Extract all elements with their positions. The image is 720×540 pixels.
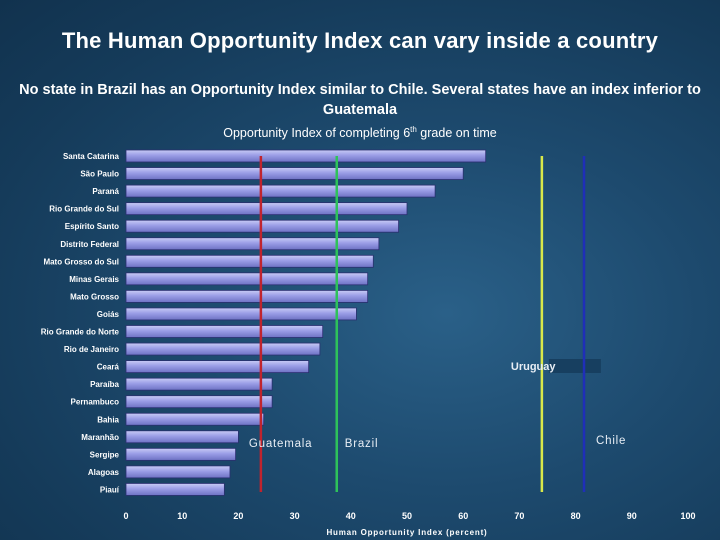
- x-tick-label: 80: [571, 511, 581, 521]
- bar: [125, 483, 225, 496]
- bar: [125, 167, 464, 180]
- x-tick-label: 90: [627, 511, 637, 521]
- tick-labels-group: 0 10 20 30 40 50 60 70 80 90 100: [123, 511, 695, 521]
- x-tick-label: 60: [458, 511, 468, 521]
- bar: [125, 202, 408, 216]
- x-tick-label: 100: [680, 511, 695, 521]
- reference-line-label: Guatemala: [249, 438, 312, 450]
- x-tick-label: 70: [514, 511, 524, 521]
- category-label: Sergipe: [90, 450, 120, 459]
- category-label: Rio de Janeiro: [64, 345, 119, 354]
- bar: [125, 184, 436, 198]
- category-label: Goiás: [97, 310, 120, 319]
- bar: [125, 465, 231, 479]
- category-label: São Paulo: [80, 170, 119, 179]
- category-label: Paraná: [92, 187, 119, 196]
- category-label: Ceará: [97, 363, 120, 372]
- bar: [125, 149, 487, 163]
- category-label: Rio Grande do Norte: [41, 328, 120, 337]
- category-label: Maranhão: [81, 433, 119, 442]
- category-label: Distrito Federal: [60, 240, 119, 249]
- category-label: Mato Grosso: [70, 292, 119, 301]
- category-label: Espírito Santo: [65, 222, 119, 231]
- bar: [125, 289, 369, 303]
- slide-title: The Human Opportunity Index can vary ins…: [61, 28, 659, 53]
- bars-group: [125, 149, 487, 496]
- category-label: Bahia: [97, 415, 119, 424]
- category-label: Minas Gerais: [69, 275, 119, 284]
- bar: [125, 395, 273, 409]
- bar: [125, 325, 324, 338]
- chart-title-main: Opportunity Index of completing 6: [223, 126, 411, 141]
- bar: [125, 360, 310, 374]
- x-tick-label: 20: [233, 511, 243, 521]
- bar: [125, 272, 369, 286]
- x-tick-label: 40: [346, 511, 356, 521]
- chart-title: Opportunity Index of completing 6th grad…: [0, 125, 720, 140]
- category-label: Paraíba: [90, 380, 119, 389]
- bar: [125, 377, 273, 391]
- bar: [125, 307, 357, 321]
- x-tick-label: 50: [402, 511, 412, 521]
- bar: [125, 342, 321, 356]
- chart-title-sup: th: [410, 125, 417, 134]
- x-tick-label: 30: [290, 511, 300, 521]
- category-label: Alagoas: [88, 468, 120, 477]
- category-label: Piauí: [100, 485, 120, 494]
- category-label: Rio Grande do Sul: [49, 205, 119, 214]
- reference-label-bg: [548, 359, 601, 373]
- reference-lines-group: Guatemala Brazil Uruguay Chile: [249, 156, 626, 492]
- category-labels-group: Santa Catarina São Paulo Paraná Rio Grande …: [41, 152, 120, 494]
- bar: [125, 447, 236, 461]
- bar: [125, 254, 374, 268]
- bar: [125, 412, 265, 426]
- bar: [125, 219, 399, 233]
- bar: [125, 430, 239, 444]
- chart-title-end: grade on time: [416, 126, 497, 141]
- x-axis-title: Human Opportunity Index (percent): [326, 528, 487, 537]
- x-tick-label: 0: [123, 511, 128, 521]
- category-label: Santa Catarina: [63, 152, 120, 161]
- bar: [125, 237, 380, 251]
- reference-line-label: Brazil: [345, 438, 379, 450]
- reference-line-label: Chile: [596, 435, 626, 447]
- x-tick-label: 10: [177, 511, 187, 521]
- reference-line-label: Uruguay: [511, 361, 557, 373]
- category-label: Pernambuco: [71, 398, 120, 407]
- category-label: Mato Grosso do Sul: [43, 257, 119, 266]
- slide-subtitle: No state in Brazil has an Opportunity In…: [19, 82, 701, 118]
